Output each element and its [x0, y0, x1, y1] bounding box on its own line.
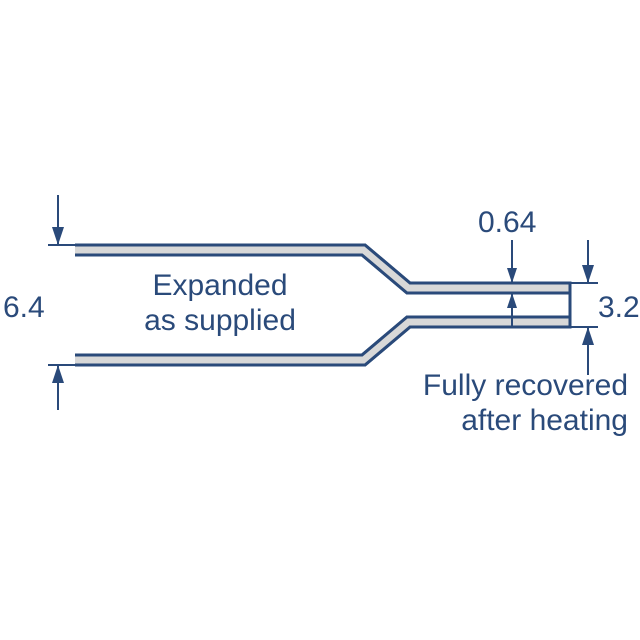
dim-wall-value: 0.64: [478, 206, 536, 239]
recovered-label-2: after heating: [461, 404, 628, 437]
heat-shrink-diagram: 6.4 3.2 0.64 Expanded as supplied Fully …: [0, 0, 640, 640]
dim-recovered-value: 3.2: [598, 291, 640, 324]
recovered-label-1: Fully recovered: [423, 369, 628, 402]
dimension-wall: 0.64: [478, 206, 536, 327]
dimension-recovered: 3.2: [570, 240, 640, 375]
dim-expanded-value: 6.4: [3, 291, 45, 324]
tube-wall-fill-top: [75, 245, 570, 293]
expanded-label-1: Expanded: [152, 269, 287, 302]
dimension-expanded: 6.4: [3, 195, 75, 410]
expanded-label-2: as supplied: [144, 304, 296, 337]
